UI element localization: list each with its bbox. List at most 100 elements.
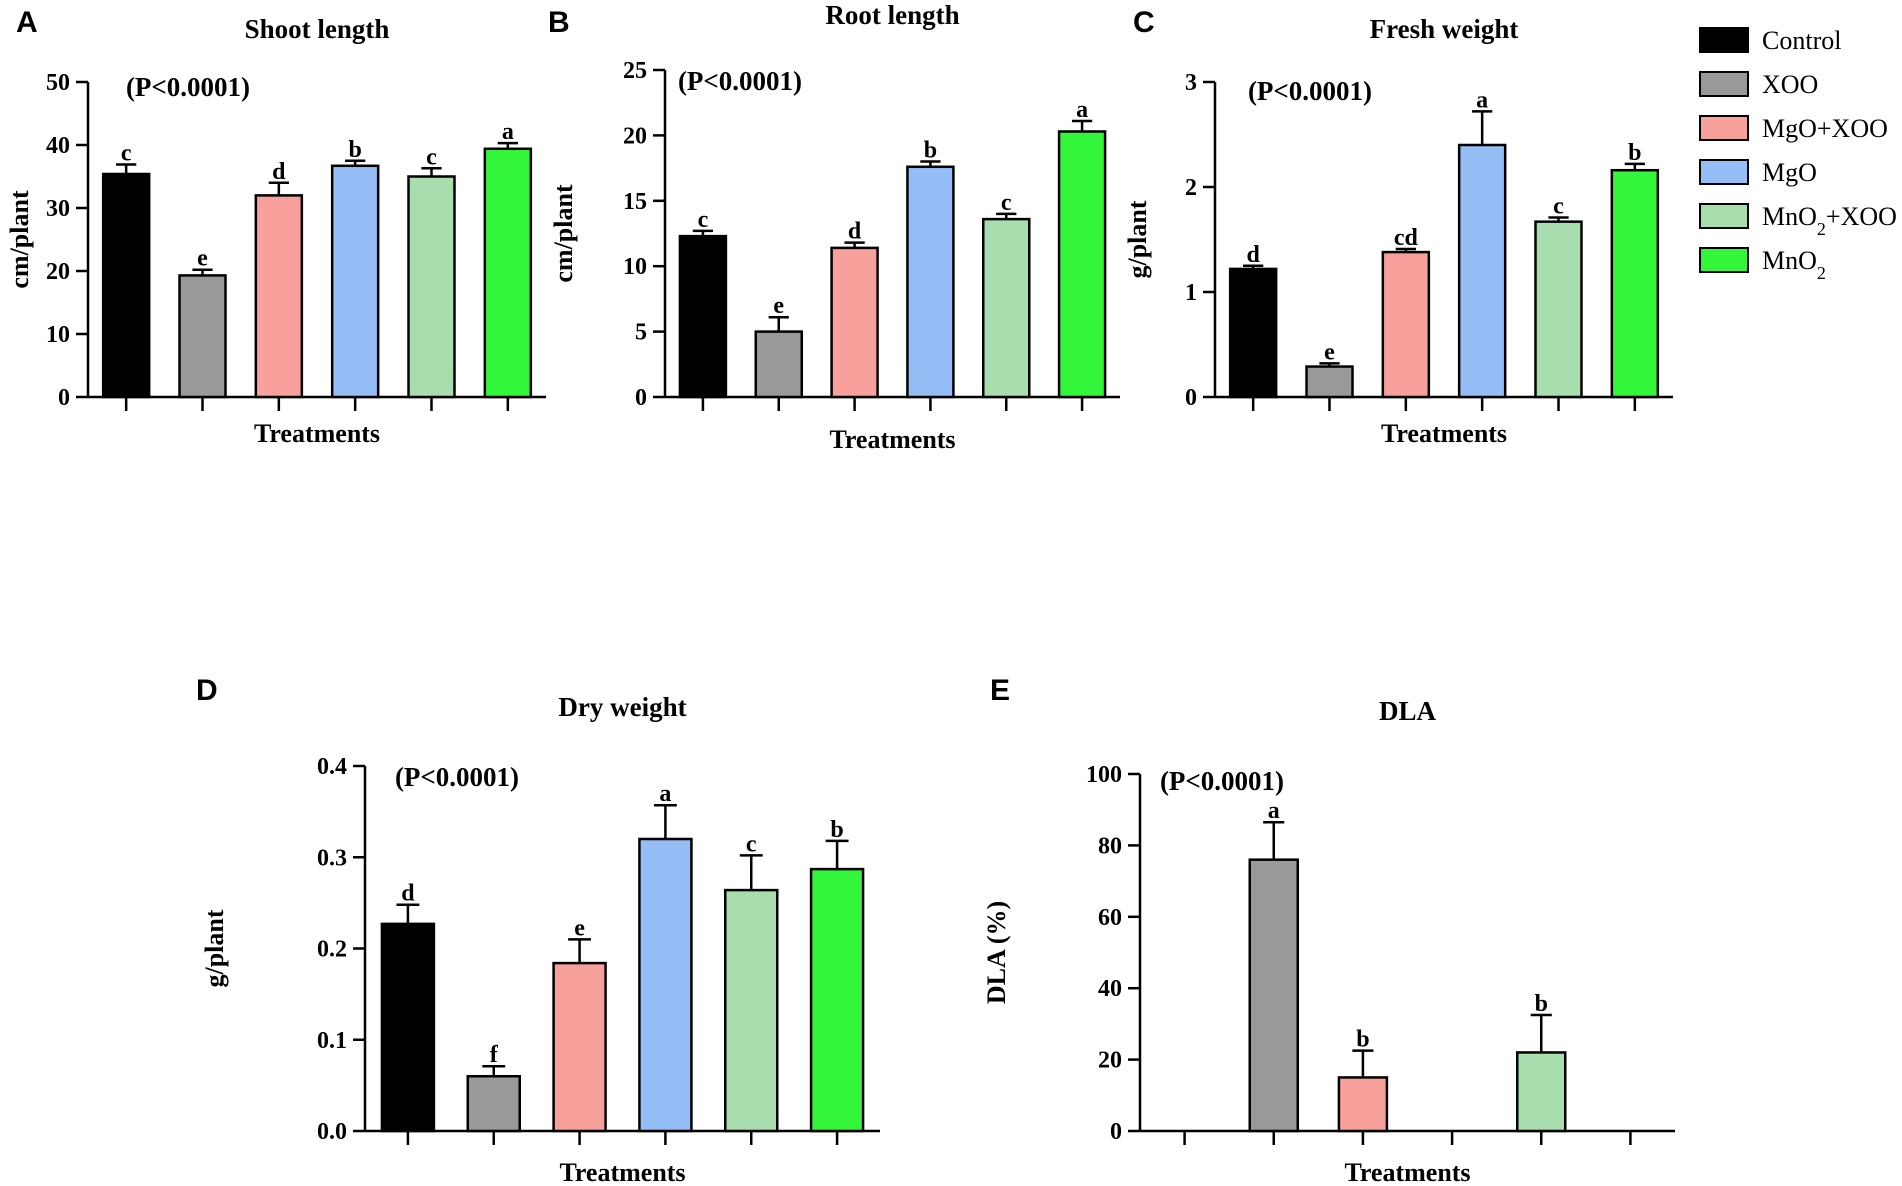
panel-d-y-tick-label: 0.2 (317, 937, 347, 963)
panel-e-p-value: (P<0.0001) (1160, 766, 1284, 796)
panel-a-sig-letter: a (502, 119, 514, 145)
panel-b-sig-letter: c (1001, 190, 1012, 216)
panel-b-bar (906, 165, 955, 399)
panel-e-x-label: Treatments (1344, 1158, 1470, 1186)
panel-e-y-tick-label: 80 (1098, 833, 1122, 859)
panel-b-sig-letter: d (848, 219, 862, 245)
panel-a-y-tick-label: 20 (46, 259, 70, 285)
panel-b-x-label: Treatments (829, 425, 955, 454)
panel-c-bar (1305, 365, 1354, 399)
panel-d-sig-letter: e (574, 915, 585, 941)
panel-e-bar (1248, 858, 1299, 1133)
panel-d-bar (552, 961, 607, 1133)
panel-c-bar (1457, 143, 1507, 399)
legend-label: MgO (1762, 158, 1817, 187)
panel-c-bar (1381, 250, 1431, 399)
panel-b-bar (830, 246, 879, 399)
panel-d-label: D (196, 674, 218, 707)
legend-swatch (1699, 247, 1749, 273)
legend-swatch (1699, 115, 1749, 141)
panel-e-y-tick-label: 60 (1098, 905, 1122, 931)
panel-a-bar (330, 164, 380, 399)
panel-b-y-tick-label: 15 (623, 189, 647, 215)
panel-d-bar (380, 922, 436, 1133)
panel-a-x-label: Treatments (254, 419, 380, 448)
panel-d-bar (466, 1075, 521, 1133)
panel-c-sig-letter: cd (1394, 225, 1419, 251)
panel-b-y-label: cm/plant (549, 184, 578, 283)
legend-swatch (1699, 71, 1749, 97)
legend-label: MnO2 (1762, 246, 1826, 283)
panel-b-y-tick-label: 20 (623, 123, 647, 149)
panel-e-bar (1516, 1051, 1567, 1133)
panel-a-y-label: cm/plant (5, 190, 34, 289)
panel-c-title: Fresh weight (1370, 14, 1519, 44)
panel-d-x-label: Treatments (559, 1158, 685, 1186)
legend: Control XOO MgO+XOO MgO MnO2+XOO MnO2 (1699, 26, 1897, 283)
panel-c-bar (1228, 267, 1278, 399)
panel-c-y-label: g/plant (1123, 200, 1152, 278)
panel-c-sig-letter: c (1553, 193, 1564, 219)
panel-d-p-value: (P<0.0001) (395, 762, 519, 792)
panel-d-y-label: g/plant (200, 909, 229, 987)
panel-e-bar (1337, 1076, 1389, 1133)
panel-a-bar (407, 175, 456, 399)
panel-e-y-tick-label: 20 (1098, 1048, 1122, 1074)
panel-b-y-tick-label: 25 (623, 58, 647, 84)
panel-c-bar (1610, 168, 1660, 399)
panel-c-y-tick-label: 3 (1185, 70, 1197, 96)
panel-a-bar (101, 172, 151, 399)
panel-d-y-tick-label: 0.3 (317, 845, 347, 871)
panel-a-title: Shoot length (245, 14, 390, 44)
panel-d-title: Dry weight (558, 692, 686, 722)
panel-a-y-tick-label: 0 (58, 385, 70, 411)
panel-b-y-tick-label: 0 (635, 385, 647, 411)
panel-e-label: E (990, 674, 1010, 707)
panel-a-y-tick-label: 30 (46, 196, 70, 222)
panel-e-sig-letter: b (1535, 991, 1548, 1017)
panel-a-sig-letter: c (121, 141, 132, 167)
panel-b-bar (1057, 130, 1107, 399)
panel-d-sig-letter: d (401, 881, 415, 907)
panel-b-y-tick-label: 5 (635, 320, 647, 346)
panel-c-x-label: Treatments (1381, 419, 1507, 448)
panel-c-label: C (1133, 6, 1155, 39)
panel-d-y-tick-label: 0.0 (317, 1119, 347, 1145)
panel-b-sig-letter: b (924, 138, 937, 164)
panel-a-sig-letter: c (426, 144, 437, 170)
panel-c-y-tick-label: 0 (1185, 385, 1197, 411)
panel-b-title: Root length (825, 0, 959, 30)
panel-b-p-value: (P<0.0001) (678, 66, 802, 96)
legend-label: MgO+XOO (1762, 114, 1888, 143)
panel-b-bar (754, 330, 803, 399)
panel-e-y-label: DLA (%) (982, 901, 1011, 1004)
panel-c-bar (1534, 220, 1583, 399)
panel-c-p-value: (P<0.0001) (1248, 76, 1372, 106)
legend-swatch (1699, 159, 1749, 185)
panel-d-sig-letter: f (490, 1042, 499, 1068)
panel-d-bar (724, 888, 779, 1133)
panel-c-y-tick-label: 2 (1185, 175, 1197, 201)
panel-a-y-tick-label: 50 (46, 70, 70, 96)
panel-d-y-tick-label: 0.1 (317, 1028, 347, 1054)
panel-a-sig-letter: d (272, 159, 286, 185)
panel-e-title: DLA (1379, 696, 1437, 726)
panel-e-sig-letter: b (1356, 1027, 1369, 1053)
panel-d-sig-letter: c (746, 831, 757, 857)
panel-a-p-value: (P<0.0001) (126, 72, 250, 102)
panel-d-bar (809, 867, 865, 1133)
panel-a-sig-letter: e (197, 246, 208, 272)
panel-b-bar (982, 217, 1031, 399)
panel-c-y-tick-label: 1 (1185, 280, 1197, 306)
panel-a-bar (254, 194, 304, 399)
panel-c-sig-letter: e (1324, 339, 1335, 365)
panel-b-sig-letter: e (773, 293, 784, 319)
panel-c-sig-letter: b (1628, 140, 1641, 166)
panel-e-y-tick-label: 0 (1110, 1119, 1122, 1145)
legend-label: XOO (1762, 70, 1818, 99)
panel-c-sig-letter: d (1246, 242, 1260, 268)
panel-a-bar (483, 147, 533, 399)
legend-label: Control (1762, 26, 1841, 55)
panel-d-bar (638, 837, 693, 1133)
panel-a-y-tick-label: 10 (46, 322, 70, 348)
